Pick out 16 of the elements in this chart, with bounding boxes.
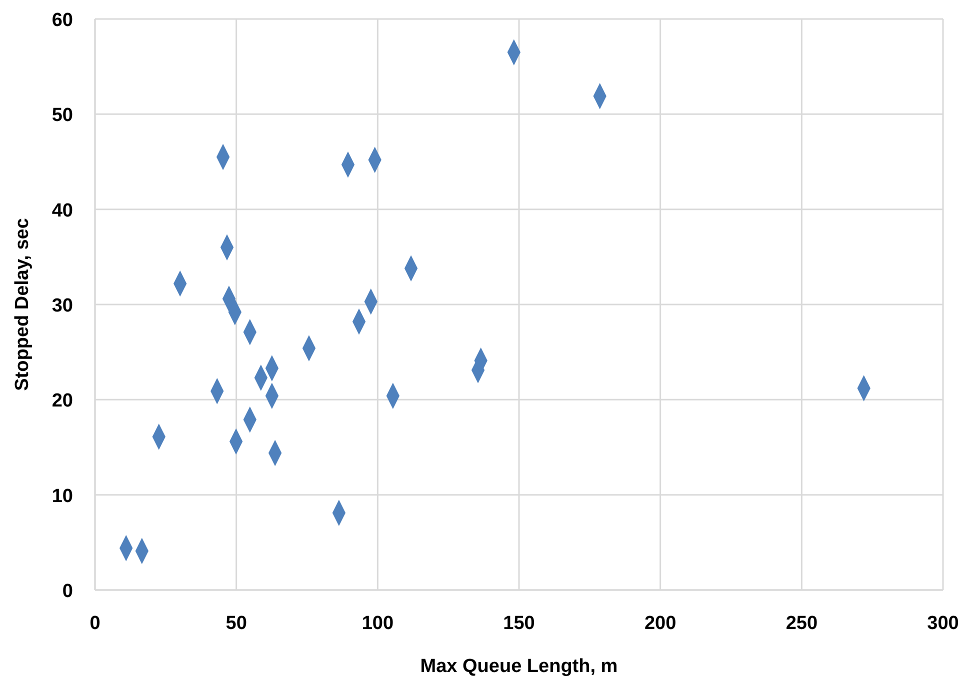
y-tick-label: 50 — [52, 105, 73, 126]
y-tick-label: 10 — [52, 486, 73, 507]
y-tick-label: 30 — [52, 296, 73, 316]
y-tick-label: 40 — [52, 200, 73, 222]
y-tick-label: 20 — [52, 390, 73, 412]
x-tick-label: 250 — [786, 613, 818, 634]
y-axis-title: Stopped Delay, sec — [12, 218, 33, 391]
y-tick-label: 0 — [62, 581, 73, 602]
x-tick-label: 100 — [362, 613, 394, 634]
x-tick-label: 50 — [226, 613, 247, 634]
x-tick-label: 0 — [90, 613, 100, 634]
x-tick-label: 200 — [644, 613, 676, 634]
y-tick-label: 60 — [52, 10, 73, 31]
x-tick-label: 300 — [927, 613, 959, 634]
x-axis-title: Max Queue Length, m — [420, 656, 618, 677]
x-tick-label: 150 — [503, 613, 535, 634]
